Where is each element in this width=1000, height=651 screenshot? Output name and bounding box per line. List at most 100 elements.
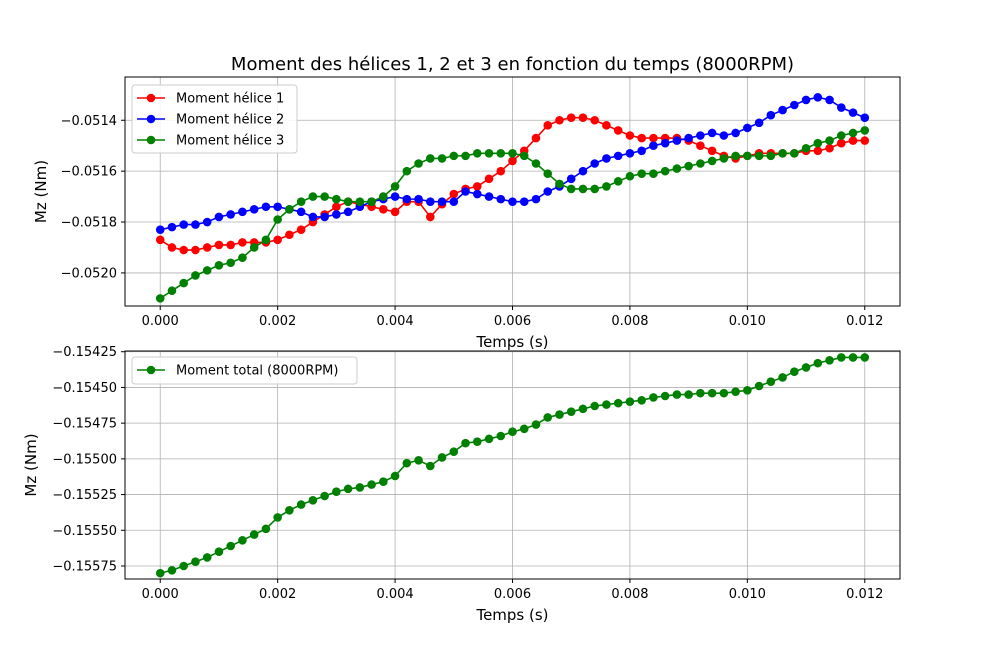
y-tick-label: −0.0520 <box>61 266 117 281</box>
data-point <box>484 192 494 201</box>
data-point <box>766 377 776 387</box>
data-point <box>707 388 717 398</box>
data-point <box>214 260 224 270</box>
y-tick-label: −0.15475 <box>52 417 117 432</box>
data-point <box>155 294 165 303</box>
data-point <box>390 471 400 481</box>
x-tick-label: 0.000 <box>142 587 179 602</box>
data-point <box>191 220 200 229</box>
top-chart: 0.000 0.002 0.004 0.006 0.008 0.010 0.012 −0.05… <box>32 54 901 351</box>
data-point <box>790 149 799 158</box>
data-point <box>860 353 870 362</box>
y-tick-label: −0.15500 <box>52 452 117 467</box>
data-point <box>613 151 623 161</box>
data-point <box>719 154 729 163</box>
data-point <box>449 189 459 199</box>
data-point <box>296 207 306 217</box>
y-tick-label: −0.15450 <box>52 381 117 396</box>
data-point <box>860 113 870 123</box>
data-point <box>696 141 705 150</box>
data-point <box>414 455 423 465</box>
data-point <box>848 136 858 145</box>
data-point <box>191 557 200 567</box>
data-point <box>461 151 470 161</box>
data-point <box>637 169 646 178</box>
legend-box <box>131 356 358 385</box>
data-point <box>155 235 165 245</box>
data-point <box>590 401 599 411</box>
data-point <box>566 113 576 123</box>
data-point <box>836 138 846 148</box>
data-point <box>167 243 177 252</box>
data-point <box>660 391 670 401</box>
data-point <box>355 483 365 492</box>
data-point <box>625 149 635 158</box>
data-point <box>555 410 564 419</box>
data-point <box>508 197 517 206</box>
data-point <box>625 131 635 140</box>
data-point <box>555 115 564 125</box>
data-point <box>343 197 353 206</box>
data-point <box>155 225 165 234</box>
data-point <box>285 505 294 515</box>
data-point <box>226 240 235 250</box>
data-point <box>719 388 729 398</box>
data-point <box>226 541 235 551</box>
data-point <box>731 128 740 138</box>
data-point <box>508 149 517 158</box>
data-point <box>426 461 435 471</box>
x-tick-label: 0.008 <box>611 314 648 329</box>
data-point <box>637 395 646 405</box>
data-point <box>367 480 376 489</box>
data-point <box>672 136 682 145</box>
data-point <box>496 149 506 158</box>
data-point <box>590 115 599 125</box>
data-point <box>801 363 811 372</box>
data-point <box>496 194 506 204</box>
data-point <box>179 245 189 255</box>
data-point <box>367 197 376 206</box>
data-point <box>566 184 576 194</box>
x-tick-label: 0.008 <box>611 587 648 602</box>
data-point <box>543 121 553 130</box>
data-point <box>766 151 776 161</box>
data-point <box>320 212 329 222</box>
legend: Moment total (8000RPM) <box>131 356 358 385</box>
legend-label: Moment total (8000RPM) <box>176 364 338 379</box>
data-point <box>590 159 599 168</box>
data-point <box>836 353 846 362</box>
legend-label: Moment hélice 3 <box>176 134 284 149</box>
data-point <box>214 240 224 250</box>
data-point <box>543 187 553 196</box>
data-point <box>625 171 635 181</box>
legend-box <box>131 84 298 154</box>
data-point <box>179 220 189 229</box>
x-tick-label: 0.012 <box>846 587 883 602</box>
data-point <box>848 353 858 362</box>
data-point <box>778 149 787 158</box>
data-point <box>273 202 282 212</box>
data-point <box>273 513 282 522</box>
data-point <box>743 123 752 133</box>
data-point <box>637 146 646 156</box>
data-point <box>860 136 870 145</box>
data-point <box>238 207 247 217</box>
data-point <box>179 278 189 288</box>
data-point <box>238 535 247 545</box>
data-point <box>484 174 494 184</box>
data-point <box>355 197 365 206</box>
data-point <box>226 210 235 219</box>
data-point <box>320 491 329 501</box>
legend-swatch-marker <box>146 365 156 375</box>
data-point <box>332 487 341 497</box>
x-tick-label: 0.012 <box>846 314 883 329</box>
data-point <box>848 128 858 138</box>
data-point <box>684 161 693 171</box>
data-point <box>672 164 682 173</box>
x-axis-label: Temps (s) <box>475 333 548 351</box>
data-point <box>426 212 435 222</box>
data-point <box>519 197 529 206</box>
data-point <box>472 149 482 158</box>
data-point <box>813 138 823 148</box>
data-point <box>202 266 212 275</box>
